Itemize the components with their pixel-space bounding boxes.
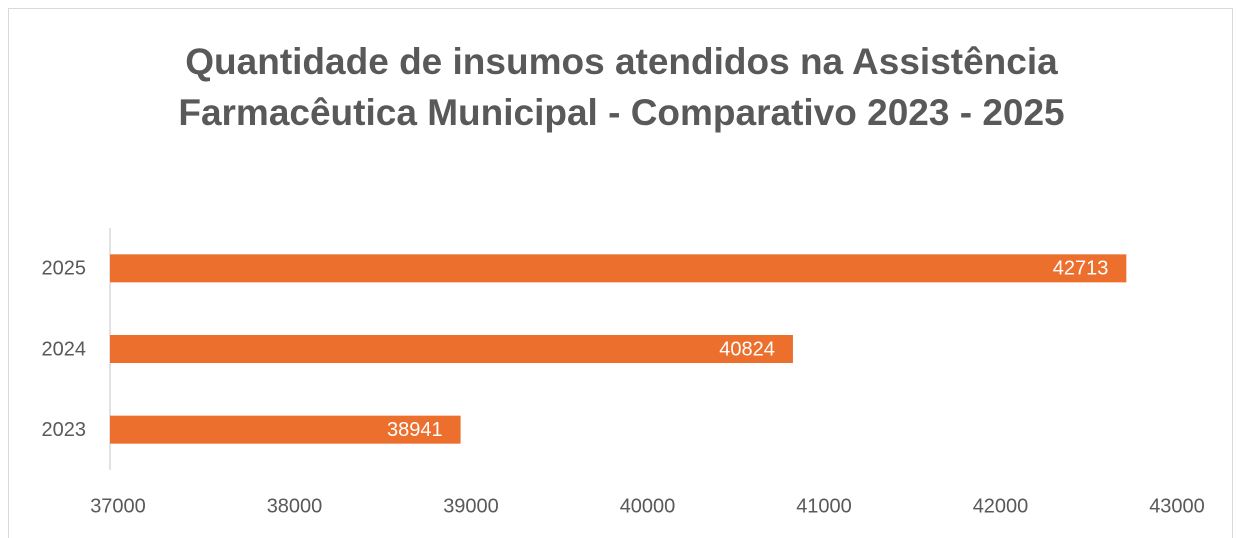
x-tick-label: 39000 [443, 495, 499, 517]
chart-frame [8, 8, 1233, 538]
chart-title: Quantidade de insumos atendidos na Assis… [178, 41, 1065, 133]
x-tick-label: 41000 [796, 495, 852, 517]
value-label: 42713 [1053, 258, 1109, 280]
x-tick-label: 42000 [973, 495, 1029, 517]
value-label: 40824 [719, 338, 775, 360]
x-tick-label: 38000 [267, 495, 323, 517]
title-box: Quantidade de insumos atendidos na Assis… [0, 36, 1243, 138]
bar [110, 335, 793, 363]
x-tick-label: 40000 [620, 495, 676, 517]
y-tick-label: 2023 [42, 419, 87, 441]
x-tick-label: 43000 [1149, 495, 1205, 517]
value-label: 38941 [387, 419, 443, 441]
bar [110, 254, 1127, 283]
bar [110, 415, 461, 444]
y-tick-label: 2024 [42, 338, 87, 360]
x-tick-label: 37000 [90, 495, 146, 517]
y-tick-label: 2025 [42, 258, 87, 280]
